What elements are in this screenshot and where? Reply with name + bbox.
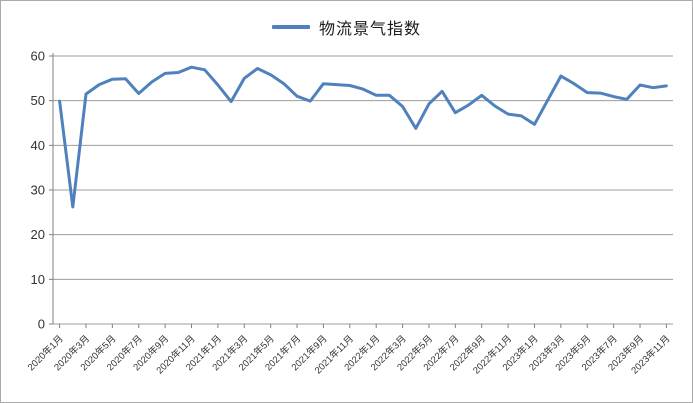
y-axis-label: 10 [31,272,45,287]
data-line [58,65,668,209]
y-axis-label: 50 [31,93,45,108]
y-axis-label: 20 [31,227,45,242]
y-axis-label: 40 [31,138,45,153]
y-axis-label: 30 [31,183,45,198]
y-axis-label: 0 [38,317,45,332]
y-axis-label: 60 [31,49,45,64]
